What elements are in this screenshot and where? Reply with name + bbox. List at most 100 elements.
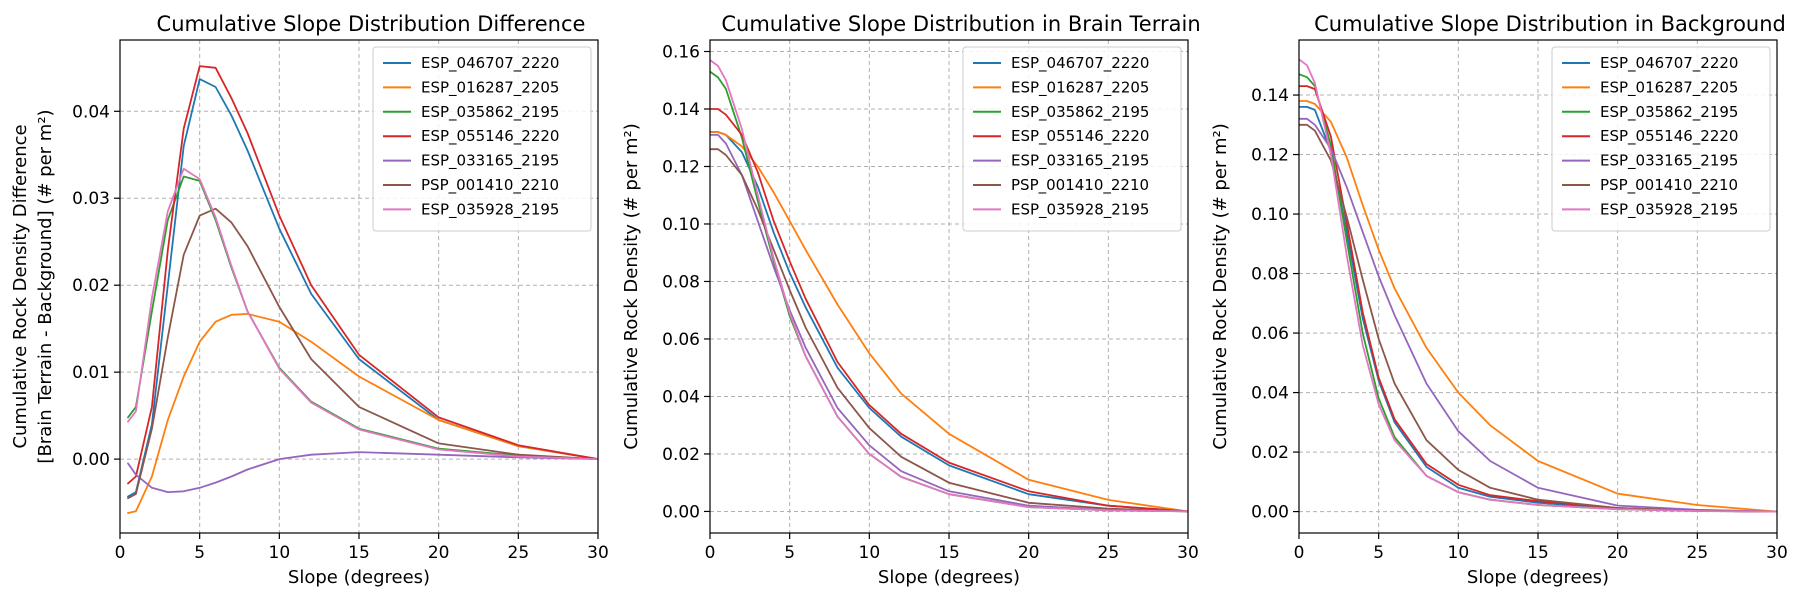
series-line-esp-046707-2220 [127, 78, 598, 498]
series-line-esp-016287-2205 [127, 312, 598, 514]
x-axis-label: Slope (degrees) [1467, 567, 1609, 588]
legend-label: ESP_055146_2220 [1011, 127, 1149, 146]
y-tick-label: 0.02 [662, 445, 700, 465]
y-tick-label: 0.04 [1251, 384, 1289, 404]
y-tick-label: 0.00 [72, 450, 110, 470]
series-line-esp-033165-2195 [1299, 117, 1777, 513]
y-tick-label: 0.04 [662, 387, 700, 407]
x-tick-label: 5 [194, 543, 205, 563]
legend-label: ESP_046707_2220 [1600, 54, 1738, 73]
series-group [1299, 58, 1777, 513]
series-line-psp-001410-2210 [127, 207, 598, 500]
legend-label: PSP_001410_2210 [421, 176, 559, 195]
x-axis-label: Slope (degrees) [288, 567, 430, 588]
x-tick-label: 0 [1294, 543, 1305, 563]
y-tick-label: 0.02 [1251, 443, 1289, 463]
y-tick-label: 0.00 [662, 502, 700, 522]
x-tick-label: 5 [784, 543, 795, 563]
series-line-esp-033165-2195 [127, 451, 598, 494]
y-tick-label: 0.03 [72, 189, 110, 209]
x-tick-label: 0 [705, 543, 716, 563]
y-tick-label: 0.01 [72, 363, 110, 383]
x-tick-label: 25 [508, 543, 530, 563]
legend-box [1551, 46, 1771, 232]
y-tick-label: 0.06 [1251, 324, 1289, 344]
y-tick-label: 0.04 [72, 102, 110, 122]
x-tick-label: 25 [1687, 543, 1709, 563]
x-tick-label: 20 [1607, 543, 1629, 563]
series-group [710, 59, 1188, 513]
legend-label: ESP_033165_2195 [421, 152, 559, 171]
series-line-esp-035928-2195 [710, 59, 1188, 513]
legend-label: ESP_046707_2220 [421, 54, 559, 73]
x-tick-label: 30 [1177, 543, 1199, 563]
x-tick-label: 5 [1373, 543, 1384, 563]
x-axis-label: Slope (degrees) [878, 567, 1020, 588]
series-line-esp-046707-2220 [710, 131, 1188, 513]
legend-box [962, 46, 1182, 232]
legend-label: ESP_055146_2220 [1600, 127, 1738, 146]
y-tick-label: 0.14 [662, 100, 700, 120]
y-tick-label: 0.02 [72, 276, 110, 296]
x-tick-label: 30 [587, 543, 609, 563]
legend-label: ESP_033165_2195 [1011, 152, 1149, 171]
chart-title: Cumulative Slope Distribution in Brain T… [721, 12, 1200, 36]
legend-label: ESP_016287_2205 [1600, 78, 1738, 97]
y-tick-label: 0.16 [662, 42, 700, 62]
y-tick-label: 0.12 [662, 157, 700, 177]
legend-label: ESP_046707_2220 [1011, 54, 1149, 73]
legend-label: ESP_035862_2195 [421, 103, 559, 122]
y-axis-label: Cumulative Rock Density (# per m²) [1210, 123, 1231, 450]
legend-label: ESP_016287_2205 [1011, 78, 1149, 97]
legend-label: ESP_035862_2195 [1600, 103, 1738, 122]
x-tick-label: 20 [1018, 543, 1040, 563]
series-line-psp-001410-2210 [710, 148, 1188, 513]
x-tick-label: 15 [1527, 543, 1549, 563]
y-axis-label: Cumulative Rock Density Difference [10, 124, 31, 448]
legend: ESP_046707_2220 ESP_016287_2205 ESP_035862… [962, 46, 1182, 232]
legend: ESP_046707_2220 ESP_016287_2205 ESP_035862… [1551, 46, 1771, 232]
y-tick-label: 0.10 [1251, 205, 1289, 225]
x-tick-label: 10 [269, 543, 291, 563]
series-line-psp-001410-2210 [1299, 123, 1777, 513]
y-tick-label: 0.12 [1251, 146, 1289, 166]
y-tick-label: 0.14 [1251, 86, 1289, 106]
series-line-esp-055146-2220 [710, 108, 1188, 513]
chart-panel-2: 0 5 10 15 20 25 30 0.00 0.02 0.04 0.06 0.08 0.10 0.12… [621, 12, 1201, 588]
x-tick-label: 0 [115, 543, 126, 563]
y-tick-label: 0.10 [662, 215, 700, 235]
chart-panel-1: 0 5 10 15 20 25 30 0.00 0.01 0.02 0.03 0.04 Cumulati… [10, 12, 609, 588]
series-line-esp-016287-2205 [710, 131, 1188, 513]
y-tick-label: 0.00 [1251, 503, 1289, 523]
legend-label: PSP_001410_2210 [1600, 176, 1738, 195]
y-axis-label: [Brain Terrain - Background] (# per m²) [35, 109, 56, 463]
series-group [127, 65, 598, 514]
legend-label: ESP_055146_2220 [421, 127, 559, 146]
x-tick-label: 10 [859, 543, 881, 563]
legend-label: PSP_001410_2210 [1011, 176, 1149, 195]
legend-box [372, 46, 592, 232]
chart-panel-3: 0 5 10 15 20 25 30 0.00 0.02 0.04 0.06 0.08 0.10 0.12… [1210, 12, 1788, 588]
series-line-esp-033165-2195 [710, 133, 1188, 513]
x-tick-label: 15 [938, 543, 960, 563]
legend-label: ESP_033165_2195 [1600, 152, 1738, 171]
x-tick-label: 15 [348, 543, 370, 563]
legend-label: ESP_035928_2195 [1600, 200, 1738, 219]
y-tick-label: 0.06 [662, 330, 700, 350]
y-tick-label: 0.08 [1251, 265, 1289, 285]
x-tick-label: 25 [1098, 543, 1120, 563]
x-tick-label: 20 [428, 543, 450, 563]
legend-label: ESP_035928_2195 [1011, 200, 1149, 219]
legend-label: ESP_035928_2195 [421, 200, 559, 219]
series-line-esp-035928-2195 [1299, 58, 1777, 513]
y-axis-label: Cumulative Rock Density (# per m²) [621, 123, 642, 450]
chart-title: Cumulative Slope Distribution Difference [157, 12, 586, 36]
series-line-esp-055146-2220 [127, 65, 598, 485]
series-line-esp-035928-2195 [127, 167, 598, 461]
x-tick-label: 30 [1766, 543, 1788, 563]
legend-label: ESP_016287_2205 [421, 78, 559, 97]
legend: ESP_046707_2220 ESP_016287_2205 ESP_035862… [372, 46, 592, 232]
y-tick-label: 0.08 [662, 272, 700, 292]
